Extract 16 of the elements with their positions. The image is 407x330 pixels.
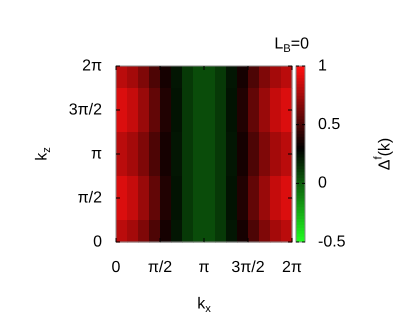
color-bar-label: 0.5 <box>318 116 340 134</box>
color-bar-label: -0.5 <box>318 233 346 250</box>
y-tick-label: 2π <box>82 57 102 74</box>
y-tick-label: 3π/2 <box>68 101 102 118</box>
color-bar-label: 0 <box>318 174 327 192</box>
x-tick-label: 2π <box>282 259 302 276</box>
y-tick-label: π <box>90 145 102 162</box>
x-tick-label: 0 <box>112 259 121 276</box>
x-tick-label: π <box>198 259 210 276</box>
y-tick-label: 0 <box>93 233 102 250</box>
color-bar-title: Δf(k) <box>372 138 394 170</box>
x-tick-label: 3π/2 <box>231 259 265 276</box>
y-tick-label: π/2 <box>78 189 102 206</box>
color-bar-label: 1 <box>318 57 327 74</box>
y-axis-title: kz <box>33 146 53 161</box>
x-tick-label: π/2 <box>148 259 172 276</box>
